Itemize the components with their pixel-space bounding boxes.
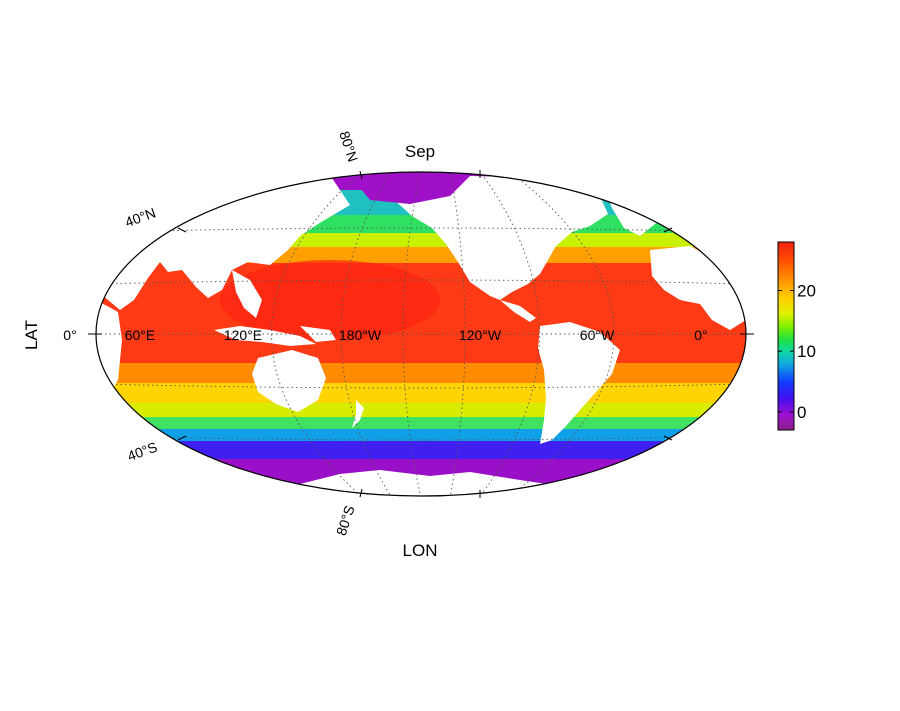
lon-label-60w: 60°W	[580, 327, 615, 343]
land-south-america	[538, 322, 620, 444]
lat-label-80n: 80°N	[336, 129, 361, 164]
band-south-temperate	[96, 403, 746, 417]
ticks	[88, 170, 754, 498]
lon-label-180w: 180°W	[339, 327, 382, 343]
tick-40n-left	[177, 227, 187, 233]
land-indochina	[232, 270, 262, 318]
lat-label-0: 0°	[63, 327, 76, 343]
tick-80s	[359, 488, 363, 498]
tick-80n	[359, 170, 363, 180]
colorbar-ticks: 0 10 20	[778, 282, 816, 422]
land-west-africa	[650, 246, 746, 330]
band-south-cold	[96, 429, 746, 441]
parallel-40n	[109, 227, 735, 233]
tick-40s-left	[177, 435, 187, 441]
land-central-america	[500, 300, 536, 322]
graticule	[96, 172, 746, 496]
lon-label-0: 0°	[694, 327, 707, 343]
lat-label-80s: 80°S	[333, 503, 358, 537]
map-title: Sep	[405, 142, 435, 161]
band-southern-ocean	[96, 441, 746, 459]
band-south-mild	[96, 383, 746, 403]
x-axis-label: LON	[403, 541, 438, 560]
colorbar-tick-label: 0	[797, 403, 806, 422]
lon-label-120e: 120°E	[224, 327, 262, 343]
warm-pool	[220, 260, 440, 340]
parallel-20n	[97, 279, 745, 285]
parallel-40s	[109, 435, 735, 441]
colorbar-ramp	[777, 241, 795, 431]
tick-40s-right	[663, 435, 673, 441]
colorbar: 0 10 20	[777, 241, 816, 431]
land-north-america	[392, 176, 608, 300]
parallel-20s	[97, 383, 745, 389]
tick-40n-right	[663, 227, 673, 233]
y-axis-label: LAT	[22, 320, 41, 350]
lat-label-40n: 40°N	[123, 204, 158, 230]
arctic-sea	[350, 176, 470, 204]
map-field	[96, 172, 746, 496]
colorbar-tick-label: 10	[797, 342, 816, 361]
colorbar-tick-label: 20	[797, 282, 816, 301]
meridian-60e	[271, 172, 364, 496]
band-south-cool	[96, 417, 746, 429]
lat-label-40s: 40°S	[125, 439, 159, 464]
land-australia	[252, 350, 326, 412]
band-south-warm	[96, 363, 746, 383]
land-indonesia	[214, 326, 316, 346]
lon-label-60e: 60°E	[125, 327, 156, 343]
lon-label-120w: 120°W	[459, 327, 502, 343]
meridian-120e	[340, 172, 393, 496]
